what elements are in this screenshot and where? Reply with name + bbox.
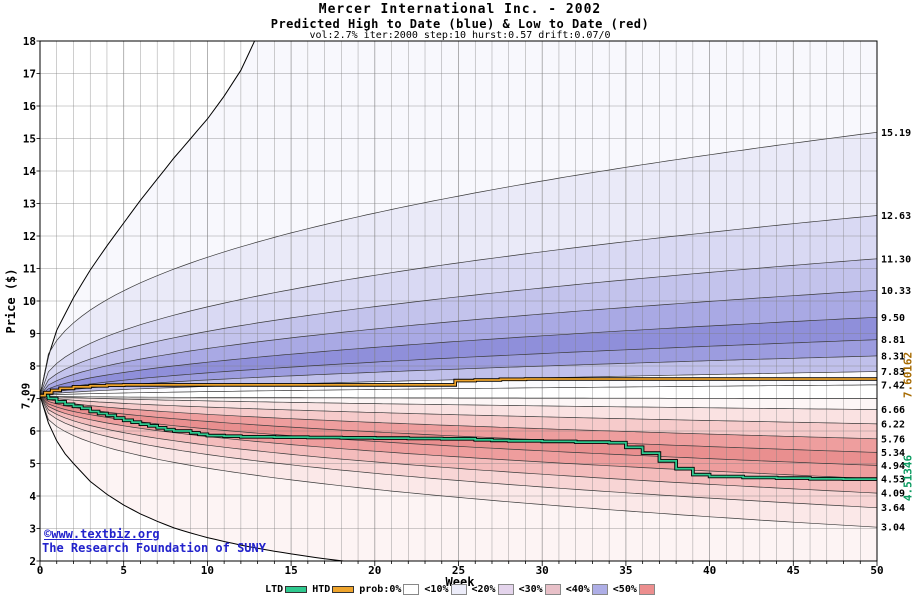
svg-text:4.53: 4.53: [881, 474, 905, 485]
svg-text:20: 20: [368, 564, 381, 577]
legend-label: <10%: [424, 584, 449, 595]
svg-text:5.76: 5.76: [881, 434, 905, 445]
svg-text:12.63: 12.63: [881, 211, 911, 222]
svg-text:25: 25: [452, 564, 465, 577]
svg-text:15: 15: [23, 133, 36, 146]
svg-text:16: 16: [23, 100, 37, 113]
svg-text:45: 45: [787, 564, 800, 577]
svg-text:17: 17: [23, 68, 36, 81]
svg-text:11.30: 11.30: [881, 254, 911, 265]
svg-text:8: 8: [29, 360, 36, 373]
svg-text:5: 5: [120, 564, 127, 577]
legend-color-swatch: [450, 584, 467, 595]
svg-text:4.94: 4.94: [881, 461, 905, 472]
svg-text:3: 3: [29, 523, 36, 536]
legend-item-40: <40%: [566, 584, 608, 595]
svg-text:4: 4: [29, 490, 36, 503]
chart-title: Mercer International Inc. - 2002: [318, 2, 602, 17]
svg-text:7.83: 7.83: [881, 367, 905, 378]
legend-item-prob0: prob:0%: [359, 584, 420, 595]
legend-color-swatch: [544, 584, 561, 595]
svg-text:30: 30: [536, 564, 549, 577]
svg-text:10.33: 10.33: [881, 286, 911, 297]
legend-label: prob:0%: [359, 584, 402, 595]
svg-text:14: 14: [23, 165, 37, 178]
svg-text:50: 50: [870, 564, 883, 577]
chart-parameters: vol:2.7% iter:2000 step:10 hurst:0.57 dr…: [309, 30, 611, 41]
svg-text:13: 13: [23, 198, 36, 211]
svg-text:9: 9: [29, 328, 36, 341]
svg-text:10: 10: [201, 564, 214, 577]
chart-subtitle: Predicted High to Date (blue) & Low to D…: [270, 17, 650, 31]
legend-color-swatch: [591, 584, 608, 595]
start-price-annotation: 7.09: [19, 382, 33, 410]
watermark-site-link[interactable]: ©www.textbiz.org: [44, 527, 160, 541]
svg-text:4.09: 4.09: [881, 489, 905, 500]
legend-color-swatch: [497, 584, 514, 595]
svg-text:3.64: 3.64: [881, 503, 905, 514]
svg-text:15: 15: [284, 564, 297, 577]
svg-text:12: 12: [23, 230, 36, 243]
svg-text:7: 7: [29, 393, 36, 406]
legend-label: <30%: [518, 584, 543, 595]
svg-text:2: 2: [29, 555, 36, 568]
legend-label: <40%: [565, 584, 590, 595]
legend-color-swatch: [403, 584, 420, 595]
htd-final-value-annotation: 7.60162: [901, 351, 915, 399]
legend-color-swatch: [638, 584, 655, 595]
watermark-organization: The Research Foundation of SUNY: [42, 541, 266, 555]
legend-item-50: <50%: [613, 584, 655, 595]
legend-line-swatch: [285, 586, 308, 593]
svg-text:8.31: 8.31: [881, 351, 905, 362]
svg-text:35: 35: [619, 564, 632, 577]
svg-text:5.34: 5.34: [881, 448, 905, 459]
legend: LTD HTD prob:0% <10% <20% <30% <40% <50%: [0, 584, 920, 595]
svg-text:6: 6: [29, 425, 36, 438]
legend-label: HTD: [312, 584, 331, 595]
ltd-final-value-annotation: 4.51346: [901, 454, 915, 502]
svg-text:7.42: 7.42: [881, 380, 905, 391]
legend-item-20: <20%: [472, 584, 514, 595]
svg-text:9.50: 9.50: [881, 313, 905, 324]
svg-text:40: 40: [703, 564, 716, 577]
legend-label: LTD: [265, 584, 284, 595]
svg-text:6.66: 6.66: [881, 405, 905, 416]
svg-text:11: 11: [23, 263, 37, 276]
svg-text:3.04: 3.04: [881, 523, 905, 534]
legend-item-ltd: LTD: [265, 584, 308, 595]
legend-item-10: <10%: [424, 584, 467, 595]
legend-line-swatch: [332, 586, 355, 593]
svg-text:8.81: 8.81: [881, 335, 905, 346]
svg-text:6.22: 6.22: [881, 419, 905, 430]
legend-item-30: <30%: [519, 584, 561, 595]
svg-text:5: 5: [29, 458, 36, 471]
svg-text:15.19: 15.19: [881, 128, 911, 139]
y-axis-title: Price ($): [4, 268, 18, 334]
legend-item-htd: HTD: [312, 584, 355, 595]
legend-label: <50%: [612, 584, 637, 595]
svg-text:0: 0: [37, 564, 44, 577]
svg-text:18: 18: [23, 35, 36, 48]
svg-text:10: 10: [23, 295, 36, 308]
legend-label: <20%: [471, 584, 496, 595]
